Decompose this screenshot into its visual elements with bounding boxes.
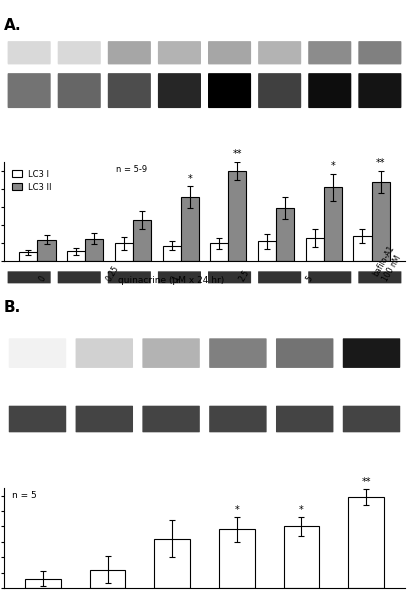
Text: A.: A.: [4, 18, 22, 33]
Bar: [38, 239, 56, 261]
Bar: [284, 526, 319, 588]
Bar: [162, 246, 181, 261]
FancyBboxPatch shape: [8, 73, 51, 108]
FancyBboxPatch shape: [208, 41, 251, 64]
FancyBboxPatch shape: [343, 338, 400, 368]
Bar: [19, 252, 38, 261]
Text: *: *: [234, 505, 239, 515]
FancyBboxPatch shape: [142, 406, 200, 433]
Bar: [25, 579, 61, 588]
FancyBboxPatch shape: [258, 271, 301, 283]
FancyBboxPatch shape: [308, 73, 351, 108]
Bar: [133, 220, 151, 261]
FancyBboxPatch shape: [308, 41, 351, 64]
FancyBboxPatch shape: [58, 73, 101, 108]
FancyBboxPatch shape: [308, 271, 351, 283]
Bar: [85, 239, 103, 261]
FancyBboxPatch shape: [209, 338, 267, 368]
Text: bafilo-A1
100 nM: bafilo-A1 100 nM: [371, 244, 405, 283]
FancyBboxPatch shape: [358, 73, 401, 108]
FancyBboxPatch shape: [343, 406, 400, 433]
FancyBboxPatch shape: [108, 41, 151, 64]
FancyBboxPatch shape: [158, 271, 201, 283]
Bar: [155, 539, 190, 588]
Text: 0: 0: [38, 274, 48, 283]
Bar: [306, 238, 324, 261]
Bar: [210, 243, 228, 261]
FancyBboxPatch shape: [142, 338, 200, 368]
FancyBboxPatch shape: [108, 271, 151, 283]
Legend: LC3 I, LC3 II: LC3 I, LC3 II: [8, 166, 55, 195]
FancyBboxPatch shape: [58, 41, 101, 64]
FancyBboxPatch shape: [108, 73, 151, 108]
Bar: [276, 208, 294, 261]
Text: 0.25: 0.25: [104, 264, 121, 283]
FancyBboxPatch shape: [258, 73, 301, 108]
FancyBboxPatch shape: [276, 406, 333, 433]
Text: *: *: [330, 161, 335, 171]
Bar: [353, 236, 371, 261]
Bar: [115, 243, 133, 261]
Text: 1: 1: [171, 274, 181, 283]
FancyBboxPatch shape: [276, 338, 333, 368]
FancyBboxPatch shape: [8, 41, 51, 64]
FancyBboxPatch shape: [76, 406, 133, 433]
FancyBboxPatch shape: [9, 406, 66, 433]
FancyBboxPatch shape: [158, 41, 201, 64]
Text: n = 5-9: n = 5-9: [116, 165, 148, 174]
Bar: [181, 197, 199, 261]
FancyBboxPatch shape: [208, 73, 251, 108]
Text: quinacrine (μM x 24 hr): quinacrine (μM x 24 hr): [118, 277, 224, 286]
Text: **: **: [362, 477, 371, 487]
Text: 5: 5: [305, 274, 315, 283]
Bar: [90, 569, 125, 588]
Bar: [258, 241, 276, 261]
Bar: [324, 187, 342, 261]
Text: **: **: [233, 149, 242, 160]
Text: **: **: [376, 158, 385, 169]
Bar: [219, 529, 254, 588]
Text: *: *: [299, 505, 304, 515]
FancyBboxPatch shape: [209, 406, 267, 433]
Text: *: *: [187, 173, 192, 184]
FancyBboxPatch shape: [58, 271, 101, 283]
Bar: [348, 497, 384, 588]
FancyBboxPatch shape: [208, 271, 251, 283]
FancyBboxPatch shape: [9, 338, 66, 368]
Text: n = 5: n = 5: [12, 491, 37, 500]
Text: 2.5: 2.5: [238, 268, 252, 283]
FancyBboxPatch shape: [258, 41, 301, 64]
FancyBboxPatch shape: [158, 73, 201, 108]
Bar: [228, 171, 247, 261]
Text: B.: B.: [4, 300, 21, 315]
FancyBboxPatch shape: [358, 41, 401, 64]
Bar: [67, 251, 85, 261]
FancyBboxPatch shape: [8, 271, 51, 283]
FancyBboxPatch shape: [358, 271, 401, 283]
Bar: [371, 182, 390, 261]
FancyBboxPatch shape: [76, 338, 133, 368]
